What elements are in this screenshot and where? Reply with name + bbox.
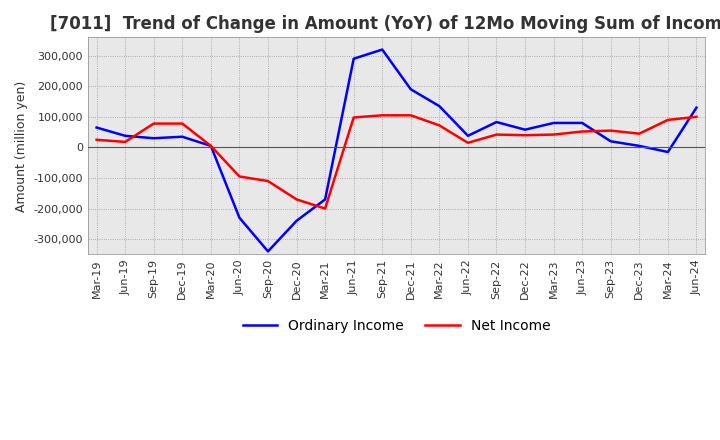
Legend: Ordinary Income, Net Income: Ordinary Income, Net Income bbox=[237, 314, 556, 339]
Ordinary Income bbox=[178, 134, 186, 139]
Net Income bbox=[292, 197, 301, 202]
Net Income bbox=[92, 137, 101, 143]
Net Income bbox=[549, 132, 558, 137]
Ordinary Income bbox=[321, 197, 330, 202]
Net Income bbox=[492, 132, 501, 137]
Line: Net Income: Net Income bbox=[96, 115, 696, 209]
Ordinary Income bbox=[92, 125, 101, 130]
Net Income bbox=[321, 206, 330, 211]
Ordinary Income bbox=[150, 136, 158, 141]
Net Income bbox=[121, 139, 130, 145]
Ordinary Income bbox=[464, 133, 472, 139]
Ordinary Income bbox=[692, 105, 701, 110]
Ordinary Income bbox=[292, 218, 301, 224]
Net Income bbox=[378, 113, 387, 118]
Net Income bbox=[606, 128, 615, 133]
Net Income bbox=[207, 143, 215, 149]
Net Income bbox=[349, 115, 358, 120]
Net Income bbox=[664, 117, 672, 122]
Title: [7011]  Trend of Change in Amount (YoY) of 12Mo Moving Sum of Incomes: [7011] Trend of Change in Amount (YoY) o… bbox=[50, 15, 720, 33]
Net Income bbox=[150, 121, 158, 126]
Y-axis label: Amount (million yen): Amount (million yen) bbox=[15, 80, 28, 212]
Line: Ordinary Income: Ordinary Income bbox=[96, 50, 696, 251]
Ordinary Income bbox=[207, 143, 215, 149]
Ordinary Income bbox=[407, 87, 415, 92]
Ordinary Income bbox=[635, 143, 644, 149]
Net Income bbox=[692, 114, 701, 120]
Ordinary Income bbox=[578, 120, 587, 125]
Ordinary Income bbox=[264, 249, 272, 254]
Net Income bbox=[435, 123, 444, 128]
Ordinary Income bbox=[435, 103, 444, 109]
Ordinary Income bbox=[606, 139, 615, 144]
Ordinary Income bbox=[121, 133, 130, 139]
Ordinary Income bbox=[521, 127, 529, 132]
Ordinary Income bbox=[664, 149, 672, 154]
Ordinary Income bbox=[235, 215, 244, 220]
Ordinary Income bbox=[492, 119, 501, 125]
Net Income bbox=[235, 174, 244, 179]
Net Income bbox=[178, 121, 186, 126]
Net Income bbox=[635, 131, 644, 136]
Net Income bbox=[578, 129, 587, 134]
Ordinary Income bbox=[549, 120, 558, 125]
Net Income bbox=[264, 178, 272, 183]
Ordinary Income bbox=[378, 47, 387, 52]
Ordinary Income bbox=[349, 56, 358, 61]
Net Income bbox=[407, 113, 415, 118]
Net Income bbox=[521, 132, 529, 138]
Net Income bbox=[464, 140, 472, 146]
